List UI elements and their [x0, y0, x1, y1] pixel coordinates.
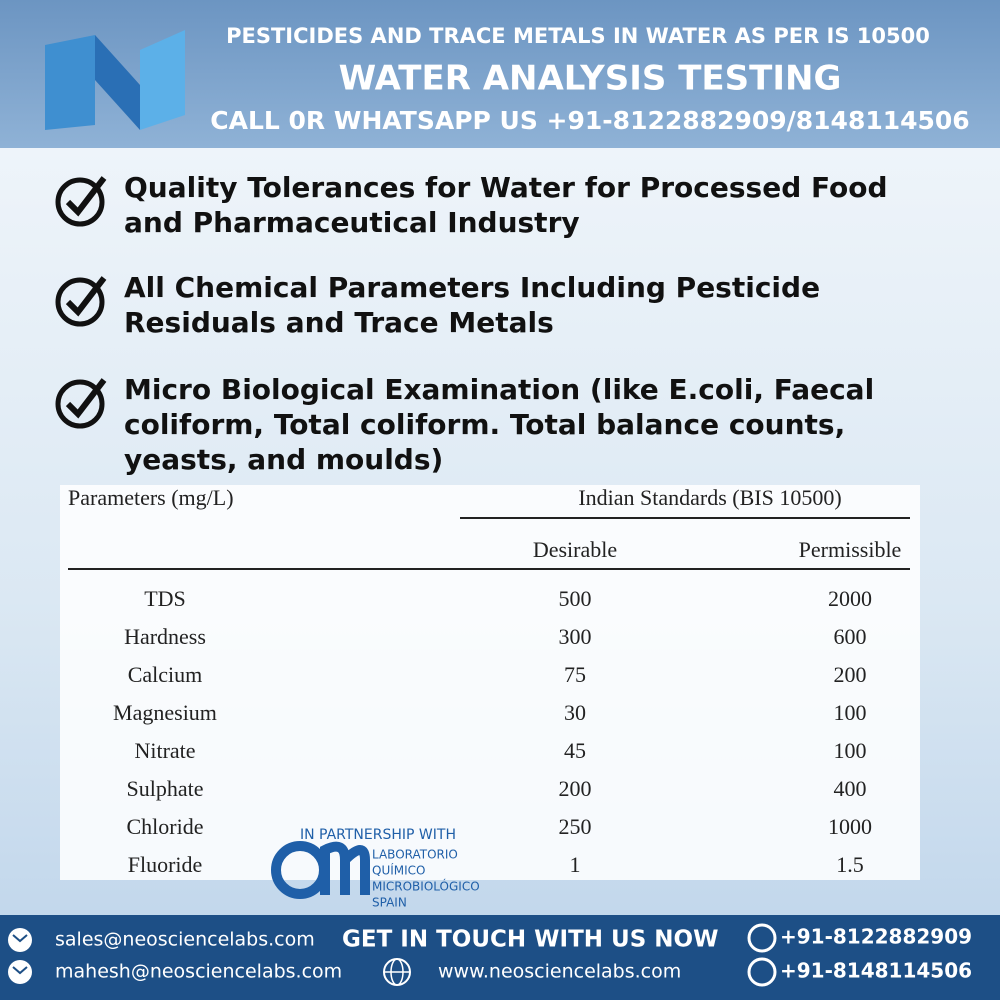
- table-value: 2000: [828, 586, 872, 611]
- table-parameter: Calcium: [128, 662, 203, 687]
- check-circle: [55, 177, 105, 227]
- bullet-text: All Chemical Parameters Including Pestic…: [124, 271, 821, 339]
- table-parameter: TDS: [144, 586, 186, 611]
- table-parameter: Nitrate: [134, 738, 195, 763]
- partner-line: SPAIN: [372, 896, 407, 910]
- check-mark: [65, 176, 107, 217]
- table-value: 75: [564, 662, 586, 687]
- table-value: 500: [559, 586, 592, 611]
- table-parameter: Sulphate: [127, 776, 204, 801]
- table-rows: TDS 500 2000 Hardness 300 600 Calcium 75 200 Magn…: [113, 586, 872, 877]
- table-value: 200: [559, 776, 592, 801]
- table-value: 1: [570, 852, 581, 877]
- table-value: 250: [559, 814, 592, 839]
- footer-email: sales@neosciencelabs.com: [55, 929, 315, 951]
- partner-line: LABORATORIO: [372, 848, 458, 862]
- logo: [45, 30, 185, 130]
- check-mark: [65, 378, 107, 419]
- column-header: Desirable: [533, 537, 617, 562]
- footer-cta: GET IN TOUCH WITH US NOW: [342, 927, 718, 953]
- table-value: 400: [834, 776, 867, 801]
- header-call: CALL 0R WHATSAPP US +91-8122882909/81481…: [210, 106, 969, 135]
- table-parameter: Chloride: [127, 814, 204, 839]
- partner-line: QUÍMICO: [372, 863, 425, 878]
- check-circle: [55, 277, 105, 327]
- partner-line: MICROBIOLÓGICO: [372, 879, 480, 894]
- table-value: 45: [564, 738, 586, 763]
- table-param-header: Parameters (mg/L): [68, 485, 234, 510]
- bullet-text: Micro Biological Examination (like E.col…: [124, 373, 875, 476]
- bullet-text: Quality Tolerances for Water for Process…: [124, 171, 888, 239]
- header-subtitle: PESTICIDES AND TRACE METALS IN WATER AS …: [226, 24, 930, 48]
- table-value: 1000: [828, 814, 872, 839]
- footer-icons: [8, 923, 777, 987]
- table-value: 1.5: [836, 852, 864, 877]
- footer-band: [0, 915, 1000, 1000]
- table-parameter: Fluoride: [128, 852, 203, 877]
- partner-intro: IN PARTNERSHIP WITH: [300, 827, 456, 843]
- table-value: 30: [564, 700, 586, 725]
- column-header: Permissible: [799, 537, 902, 562]
- footer-phone: +91-8122882909: [780, 925, 972, 949]
- table-parameter: Magnesium: [113, 700, 217, 725]
- table-value: 100: [834, 738, 867, 763]
- table-value: 300: [559, 624, 592, 649]
- table-group-header: Indian Standards (BIS 10500): [578, 485, 841, 510]
- footer-phone: +91-8148114506: [780, 959, 972, 983]
- check-circle: [55, 379, 105, 429]
- table-panel: [60, 485, 920, 880]
- table-value: 100: [834, 700, 867, 725]
- table-parameter: Hardness: [124, 624, 206, 649]
- header-title: WATER ANALYSIS TESTING: [339, 59, 842, 99]
- check-mark: [65, 276, 107, 317]
- table-value: 600: [834, 624, 867, 649]
- footer-email: mahesh@neosciencelabs.com: [55, 961, 342, 983]
- check-icons: [55, 176, 107, 429]
- partner-logo: [271, 841, 370, 899]
- table-value: 200: [834, 662, 867, 687]
- footer-website: www.neosciencelabs.com: [438, 961, 681, 983]
